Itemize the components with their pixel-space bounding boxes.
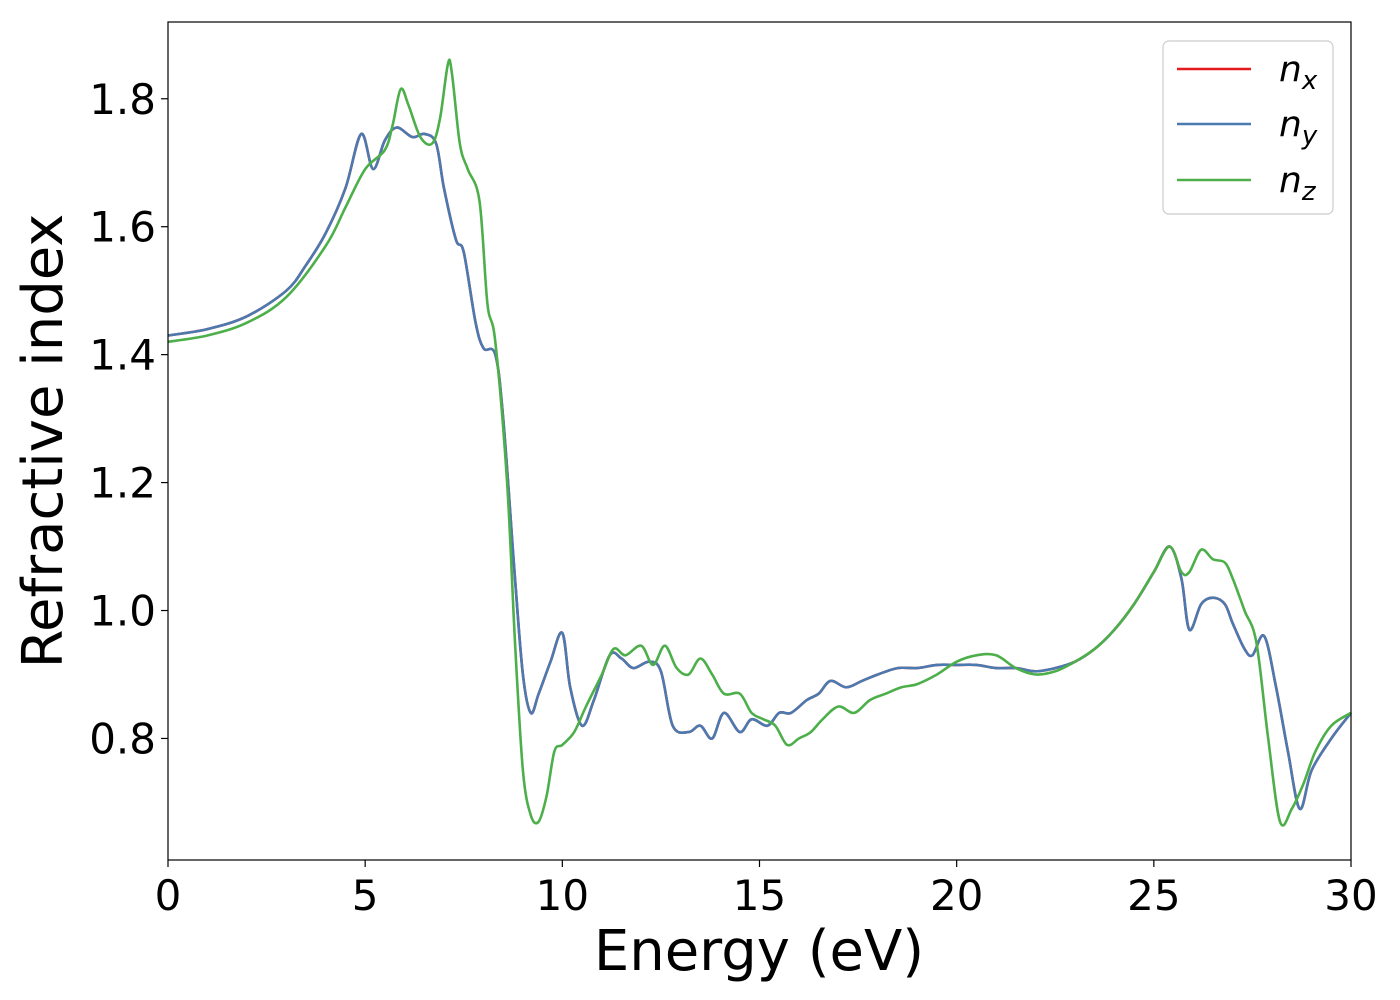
x-tick-label: 5 (352, 871, 379, 920)
legend-box (1162, 40, 1334, 215)
x-tick-label: 30 (1324, 871, 1377, 920)
series-layer (167, 58, 1353, 827)
y-axis-title: Refractive index (11, 214, 76, 669)
y-tick-label: 1.8 (89, 75, 156, 124)
x-tick-label: 25 (1127, 871, 1180, 920)
y-tick-label: 0.8 (89, 714, 156, 763)
y-tick-label: 1.0 (89, 587, 156, 636)
x-tick-label: 10 (536, 871, 589, 920)
x-axis-title: Energy (eV) (594, 919, 924, 984)
y-tick-label: 1.4 (89, 331, 156, 380)
series-line-nz (167, 58, 1352, 827)
y-axis: 0.8 1.0 1.2 1.4 1.6 1.8 (89, 75, 168, 763)
x-tick-label: 20 (930, 871, 983, 920)
x-tick-label: 15 (733, 871, 786, 920)
y-tick-label: 1.6 (89, 203, 156, 252)
x-axis: 0 5 10 15 20 25 30 (155, 860, 1378, 920)
x-tick-label: 0 (155, 871, 182, 920)
series-line-ny (167, 126, 1353, 811)
y-tick-label: 1.2 (89, 459, 156, 508)
